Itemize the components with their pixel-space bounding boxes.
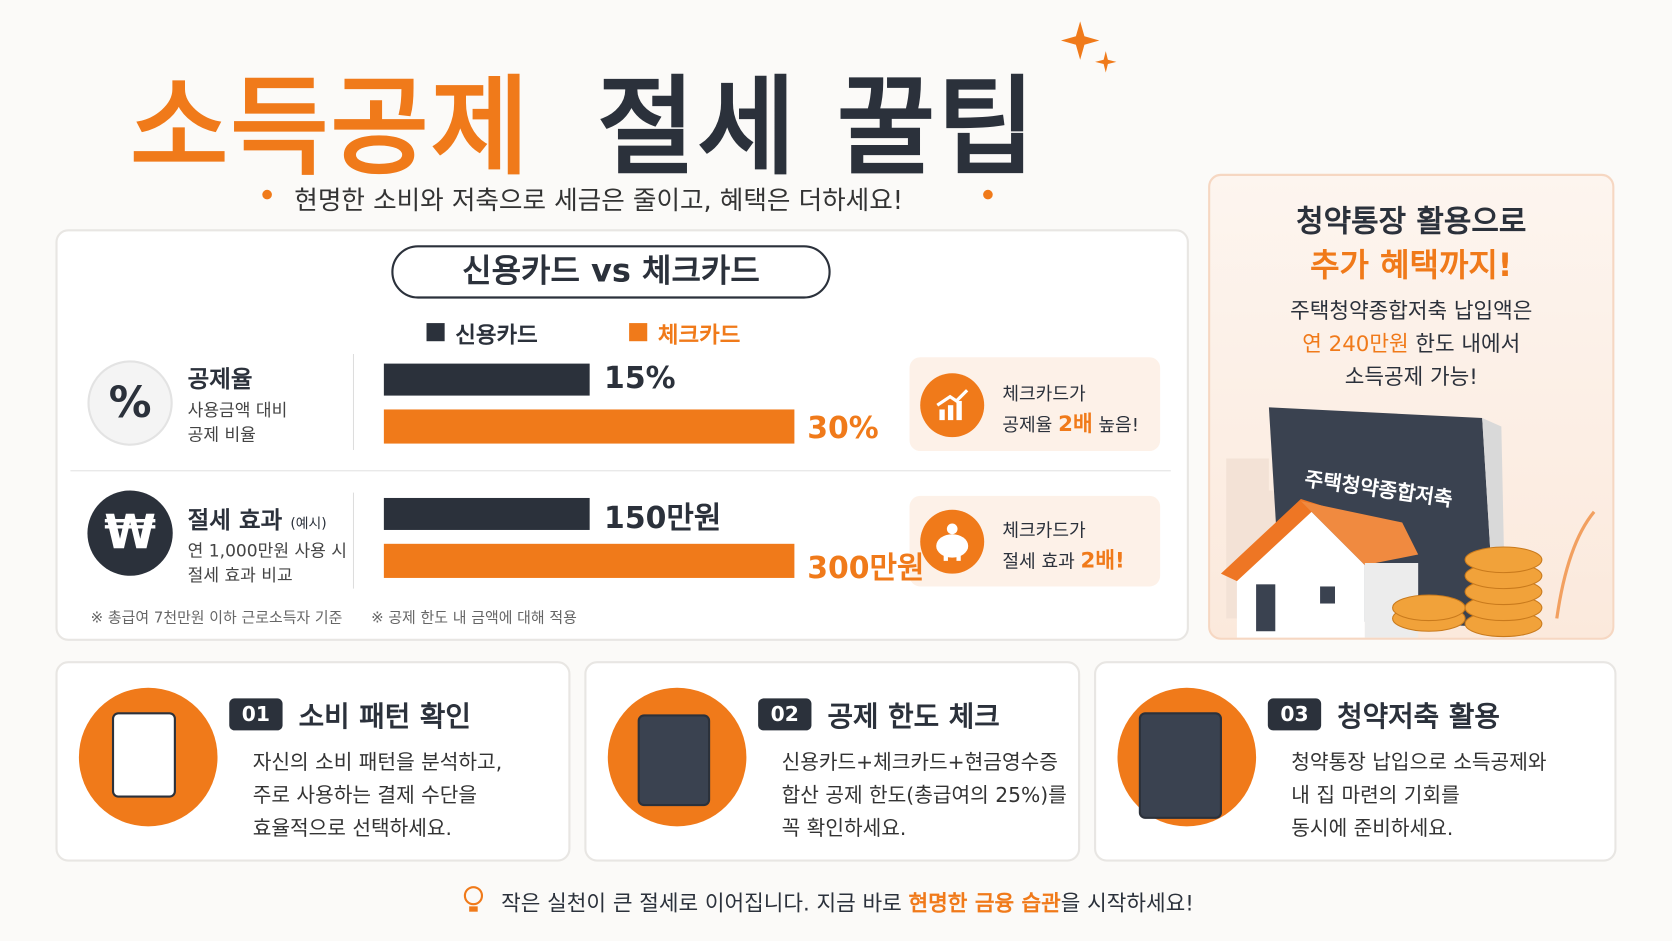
side-text: 소득공제 가능! (1344, 363, 1478, 390)
step-title: 공제 한도 체크 (827, 701, 1000, 734)
footer-post: 을 시작하세요! (1060, 890, 1194, 916)
step-text: 합산 공제 한도(총급여의 25%)를 (781, 783, 1067, 808)
row-desc: 사용금액 대비 (187, 399, 288, 421)
side-text: 주택청약종합저축 납입액은 (1290, 297, 1533, 324)
step-illustration (637, 714, 711, 807)
step-title: 소비 패턴 확인 (298, 701, 471, 734)
dot (983, 189, 993, 200)
step-text: 효율적으로 선택하세요. (252, 816, 452, 841)
step-text: 동시에 준비하세요. (1291, 816, 1454, 841)
row-icon: ₩ (87, 490, 173, 576)
row-label: 절세 효과 (예시) (188, 501, 327, 535)
callout-highlight: 2배! (1080, 547, 1125, 573)
step-title: 청약저축 활용 (1337, 701, 1500, 734)
step-text: 청약통장 납입으로 소득공제와 (1291, 750, 1547, 775)
title-main: 절세 꿀팁 (597, 65, 1038, 190)
note: ※ 총급여 7천만원 이하 근로소득자 기준 (90, 609, 343, 627)
bar (383, 409, 795, 444)
legend-label: 체크카드 (657, 322, 741, 348)
note: ※ 공제 한도 내 금액에 대해 적용 (371, 609, 577, 627)
title-accent: 소득공제 (130, 65, 532, 190)
callout-text: 공제율 2배 높음! (1002, 406, 1139, 437)
divider (70, 470, 1171, 472)
subtitle: 현명한 소비와 저축으로 세금은 줄이고, 혜택은 더하세요! (294, 185, 904, 216)
sparkle (1060, 21, 1117, 73)
legend-label: 신용카드 (455, 322, 538, 348)
side-title-accent: 추가 혜택까지! (1310, 247, 1513, 285)
step-number: 03 (1267, 698, 1322, 731)
callout-pre: 절세 효과 (1002, 551, 1075, 573)
side-accent: 연 240만원 (1302, 330, 1409, 357)
footer: 작은 실천이 큰 절세로 이어집니다. 지금 바로 현명한 금융 습관을 시작하… (501, 886, 1194, 917)
step-number: 02 (758, 698, 812, 731)
callout-highlight: 2배 (1058, 410, 1093, 437)
callout-text: 체크카드가 (1002, 520, 1086, 542)
separator (352, 492, 355, 589)
step-text: 자신의 소비 패턴을 분석하고, (252, 750, 503, 775)
row-desc: 연 1,000만원 사용 시 (187, 540, 347, 561)
callout-text: 체크카드가 (1002, 383, 1086, 406)
callout-post: 높음! (1098, 414, 1139, 437)
legend-swatch (426, 323, 445, 342)
step-text: 주로 사용하는 결제 수단을 (252, 783, 478, 808)
bar (383, 363, 590, 396)
step-illustration (111, 712, 176, 798)
step-text: 내 집 마련의 기회를 (1291, 783, 1460, 808)
legend-swatch (629, 323, 648, 342)
side-title: 청약통장 활용으로 (1296, 203, 1527, 239)
side-text-part: 한도 내에서 (1415, 330, 1521, 357)
step-text: 신용카드+체크카드+현금영수증 (781, 750, 1058, 775)
separator (352, 354, 355, 450)
callout-icon (920, 509, 985, 574)
bulb-icon (463, 886, 484, 912)
value-label: 300만원 (807, 550, 925, 586)
row-desc: 절세 효과 비교 (187, 565, 293, 586)
footer-highlight: 현명한 금융 습관 (908, 890, 1061, 916)
side-illustration: 주택청약종합저축 (1220, 407, 1596, 638)
step-text: 꼭 확인하세요. (781, 816, 907, 841)
row-icon: % (87, 360, 173, 446)
comparison-title: 신용카드 vs 체크카드 (391, 245, 831, 299)
footer-pre: 작은 실천이 큰 절세로 이어집니다. 지금 바로 (501, 890, 902, 916)
row-label-note: (예시) (290, 516, 327, 533)
value-label: 150만원 (604, 500, 722, 536)
callout-pre: 공제율 (1002, 414, 1053, 437)
row-label-text: 절세 효과 (187, 507, 283, 535)
side-text: 연 240만원 한도 내에서 (1208, 326, 1614, 357)
row-label: 공제율 (187, 366, 253, 394)
value-label: 15% (604, 360, 676, 396)
bar (383, 497, 590, 530)
bar (383, 543, 795, 578)
dot (262, 189, 272, 200)
step-illustration (1138, 712, 1222, 819)
value-label: 30% (807, 410, 879, 446)
step-number: 01 (229, 698, 283, 731)
callout-text: 절세 효과 2배! (1002, 543, 1124, 574)
row-desc: 공제 비율 (187, 424, 256, 445)
callout-icon (920, 373, 985, 438)
